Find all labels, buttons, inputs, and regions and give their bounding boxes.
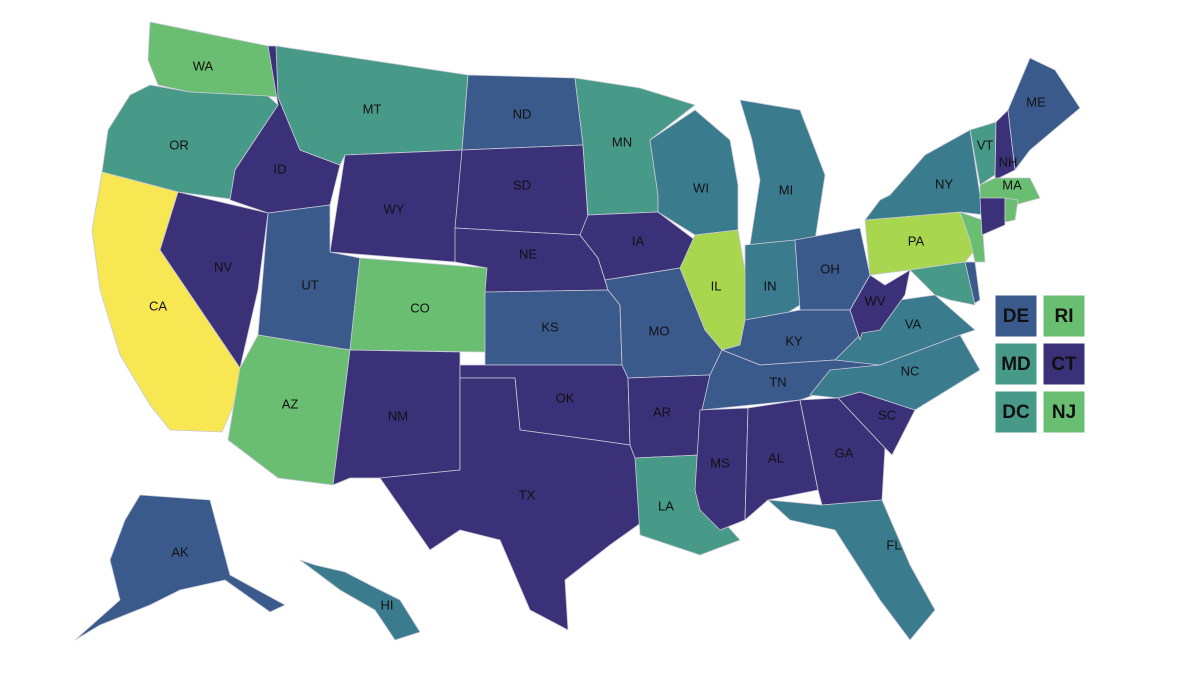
callout-label-ri: RI	[1055, 306, 1074, 327]
state-ct[interactable]	[979, 197, 1006, 236]
state-co[interactable]	[349, 257, 488, 353]
state-sd[interactable]	[454, 144, 589, 236]
callout-box-dc[interactable]	[994, 390, 1038, 434]
state-nj[interactable]	[959, 211, 986, 263]
callout-box-md[interactable]	[994, 342, 1038, 386]
state-wv[interactable]	[849, 269, 911, 341]
state-nd[interactable]	[461, 74, 584, 151]
state-wa[interactable]	[147, 21, 281, 98]
callout-box-nj[interactable]	[1042, 390, 1086, 434]
callout-box-ri[interactable]	[1042, 294, 1086, 338]
state-mi[interactable]	[739, 99, 826, 246]
state-fl[interactable]	[767, 499, 936, 641]
state-wy[interactable]	[329, 149, 463, 263]
callout-label-dc: DC	[1002, 402, 1030, 423]
state-al[interactable]	[744, 399, 819, 521]
callout-label-nj: NJ	[1052, 402, 1076, 423]
state-ri[interactable]	[1004, 197, 1019, 223]
callout-label-de: DE	[1003, 306, 1029, 327]
state-ks[interactable]	[484, 289, 623, 366]
callout-box-de[interactable]	[994, 294, 1038, 338]
state-hi[interactable]	[299, 559, 421, 641]
callout-label-ct: CT	[1051, 354, 1077, 375]
state-nv[interactable]	[159, 191, 269, 369]
small-state-callouts: DE RI MD CT DC NJ	[994, 294, 1086, 434]
callout-box-ct[interactable]	[1042, 342, 1086, 386]
state-ak[interactable]	[74, 494, 286, 641]
state-az[interactable]	[227, 334, 351, 486]
states-layer	[74, 21, 1081, 641]
state-ms[interactable]	[694, 407, 749, 531]
state-mt[interactable]	[275, 45, 469, 166]
state-md[interactable]	[909, 261, 976, 306]
state-nm[interactable]	[332, 349, 461, 486]
state-tx[interactable]	[379, 377, 646, 631]
state-me[interactable]	[1007, 57, 1081, 171]
state-ny[interactable]	[864, 129, 986, 221]
callout-label-md: MD	[1001, 354, 1031, 375]
